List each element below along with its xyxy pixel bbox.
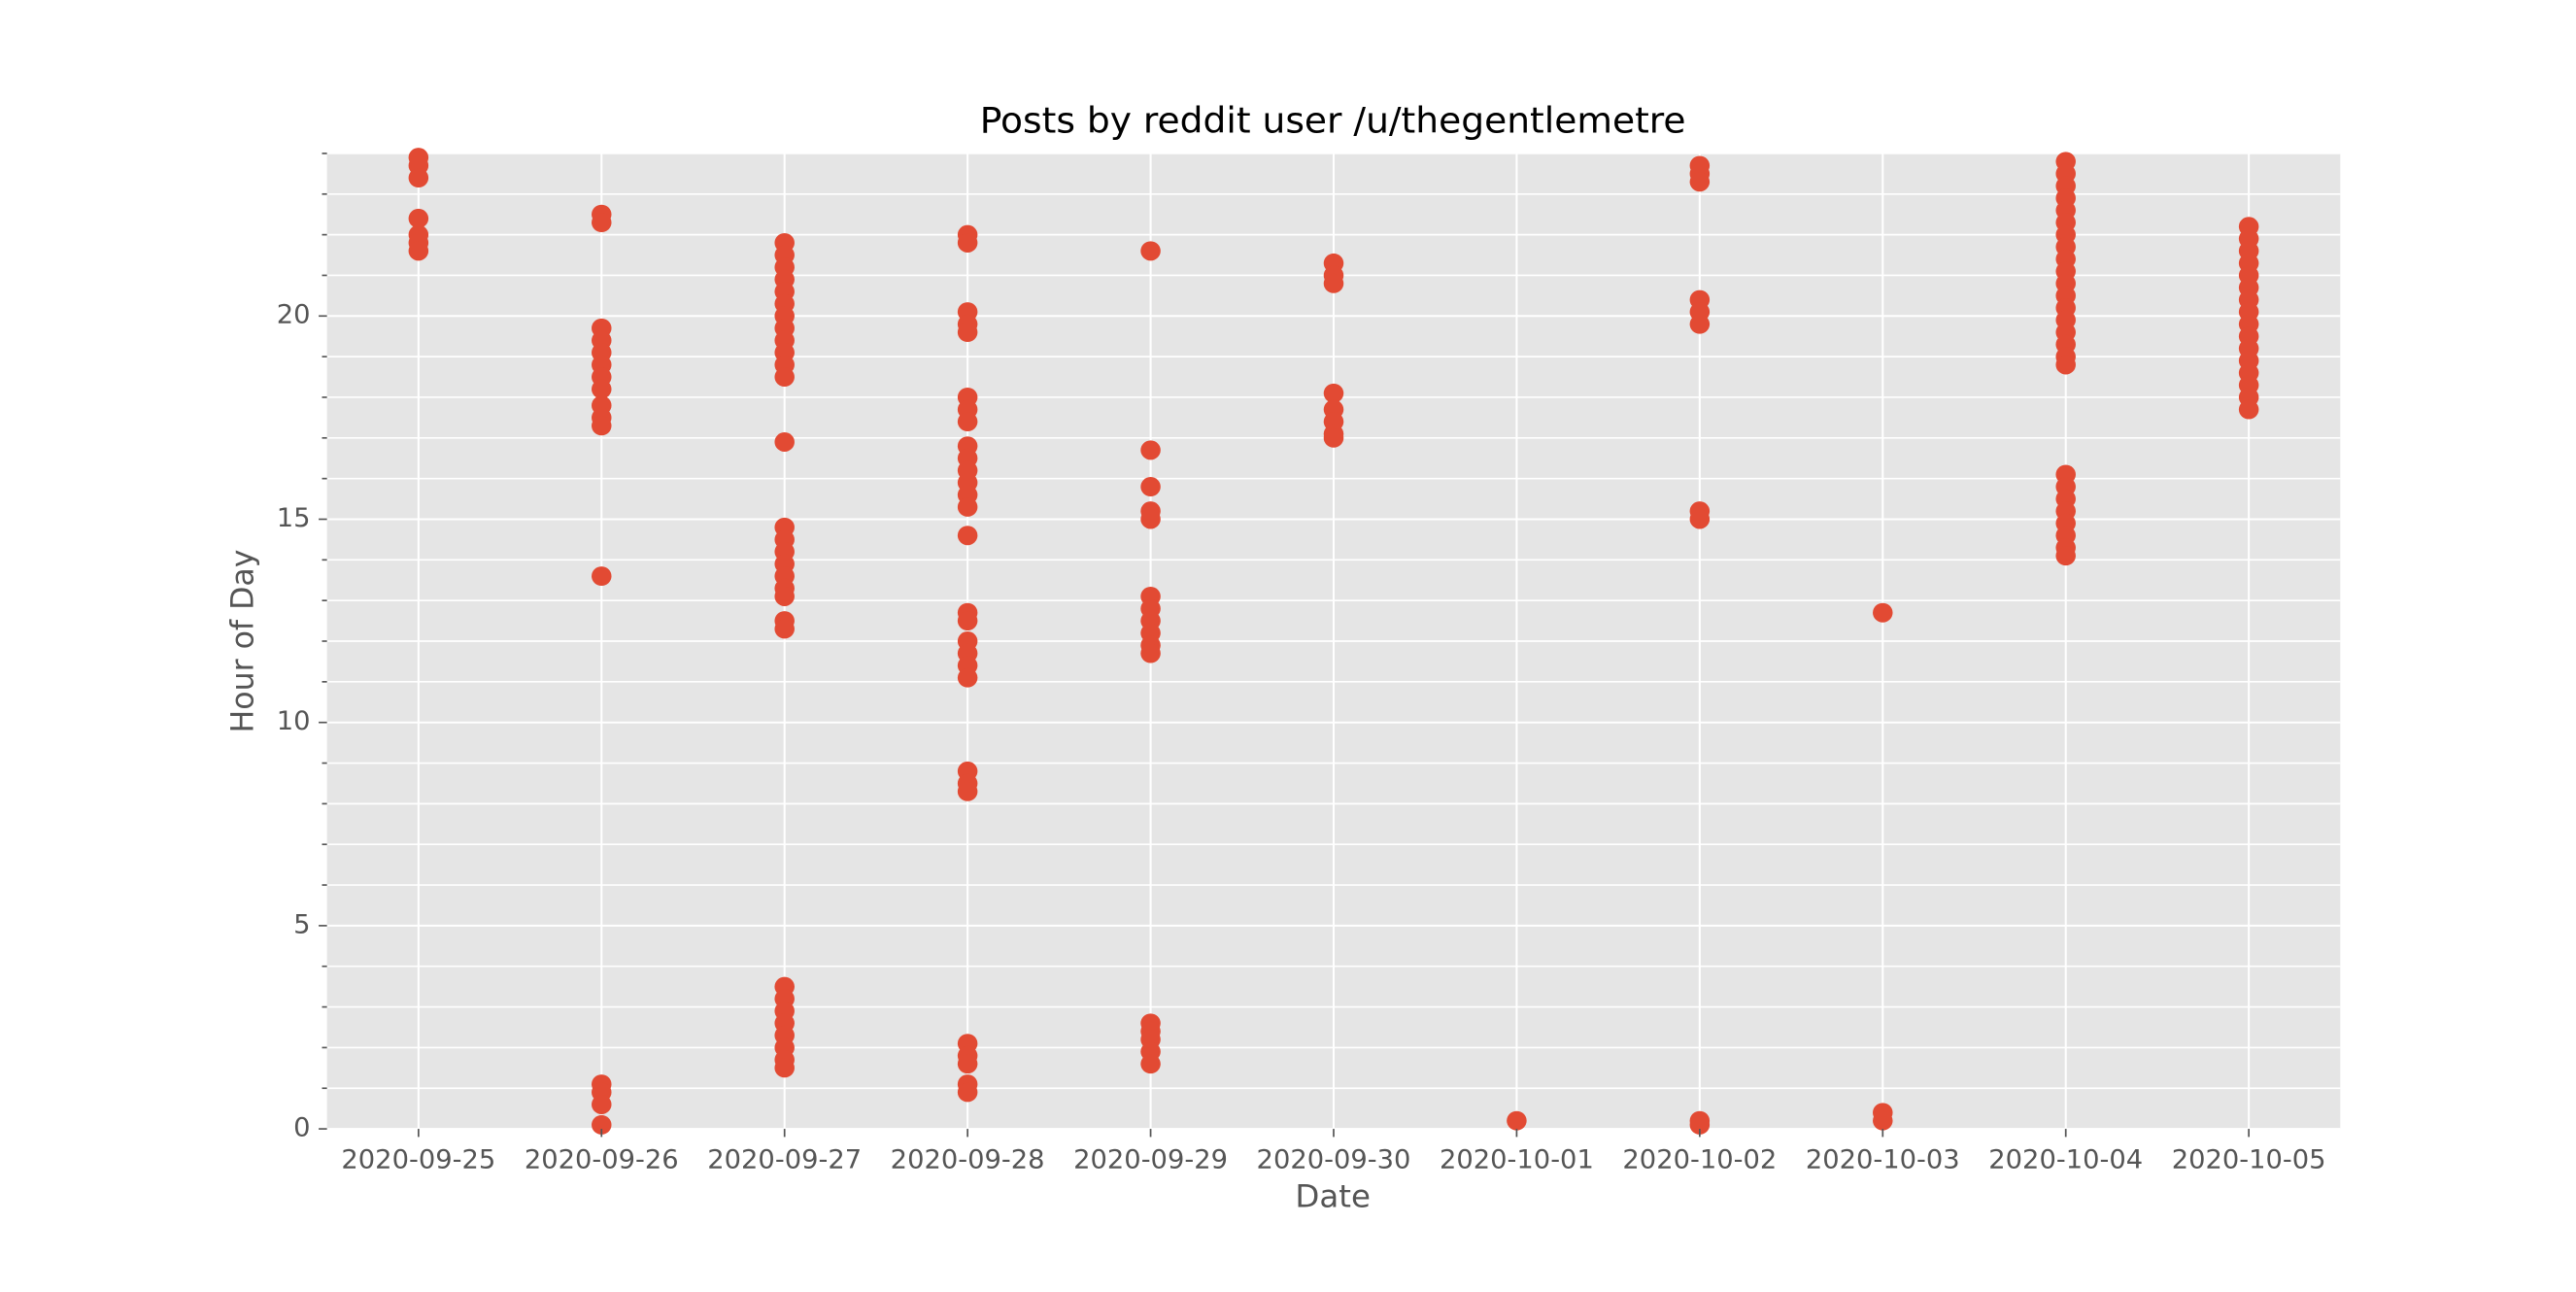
point [1140, 509, 1161, 529]
point [957, 526, 978, 546]
point [2055, 546, 2076, 566]
point [1689, 1114, 1711, 1135]
point [957, 412, 978, 432]
y-tick-label: 15 [277, 503, 311, 533]
x-tick-label: 2020-09-28 [891, 1145, 1045, 1175]
x-tick-label: 2020-09-27 [707, 1145, 862, 1175]
grid [326, 153, 2341, 1131]
x-tick-label: 2020-09-26 [525, 1145, 679, 1175]
point [957, 1082, 978, 1103]
x-tick-label: 2020-10-02 [1622, 1145, 1777, 1175]
x-tick-label: 2020-10-05 [2172, 1145, 2326, 1175]
point [408, 241, 429, 261]
point [1873, 1110, 1893, 1131]
point [957, 1054, 978, 1074]
point [408, 168, 429, 188]
point [592, 566, 612, 587]
y-axis-label: Hour of Day [223, 550, 261, 733]
point [774, 432, 795, 452]
y-tick-label: 0 [293, 1113, 310, 1143]
point [1873, 602, 1893, 623]
x-tick-label: 2020-09-25 [341, 1145, 495, 1175]
point [1140, 440, 1161, 460]
chart-title: Posts by reddit user /u/thegentlemetre [980, 100, 1686, 141]
y-tick-label: 10 [277, 706, 311, 736]
point [2238, 399, 2259, 420]
point [2055, 355, 2076, 375]
point [957, 323, 978, 343]
x-tick-label: 2020-10-03 [1806, 1145, 1960, 1175]
point [1323, 383, 1344, 403]
point [957, 781, 978, 801]
points [408, 148, 2259, 1135]
point [1507, 1110, 1527, 1131]
point [592, 379, 612, 399]
point [408, 208, 429, 228]
x-tick-label: 2020-10-01 [1440, 1145, 1594, 1175]
point [957, 667, 978, 688]
point [1140, 643, 1161, 663]
point [1323, 273, 1344, 293]
point [592, 213, 612, 233]
point [774, 1058, 795, 1078]
x-tick-label: 2020-09-30 [1257, 1145, 1411, 1175]
point [1140, 241, 1161, 261]
point [592, 1114, 612, 1135]
x-axis-label: Date [1295, 1178, 1371, 1214]
point [1323, 427, 1344, 448]
point [1140, 1054, 1161, 1074]
point [592, 416, 612, 436]
point [1689, 172, 1711, 192]
point [1140, 477, 1161, 496]
point [957, 611, 978, 631]
point [957, 496, 978, 517]
point [774, 619, 795, 639]
point [774, 367, 795, 388]
point [774, 587, 795, 606]
y-tick-label: 5 [293, 910, 310, 940]
x-tick-label: 2020-10-04 [1988, 1145, 2143, 1175]
point [1689, 509, 1711, 529]
y-tick-label: 20 [277, 300, 311, 330]
x-tick-label: 2020-09-29 [1073, 1145, 1228, 1175]
point [957, 233, 978, 253]
point [592, 1095, 612, 1114]
point [1689, 314, 1711, 334]
